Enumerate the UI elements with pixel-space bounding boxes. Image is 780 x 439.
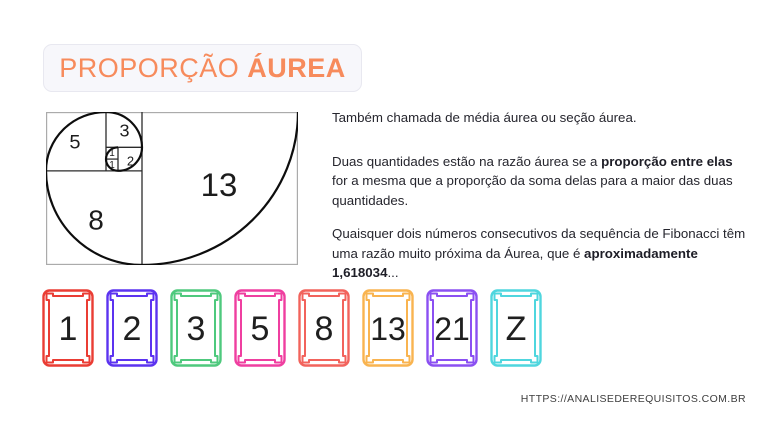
fibonacci-grid-lines bbox=[46, 112, 143, 265]
paragraph-1-text: Também chamada de média áurea ou seção á… bbox=[332, 110, 637, 125]
card-21: 21 bbox=[426, 289, 478, 367]
paragraph-3-ellipsis: ... bbox=[387, 265, 399, 280]
golden-spiral-curve bbox=[46, 112, 298, 265]
square-label-1b: 1 bbox=[109, 160, 115, 171]
card-8: 8 bbox=[298, 289, 350, 367]
card-5: 5 bbox=[234, 289, 286, 367]
card-outer-border bbox=[490, 289, 542, 367]
page-title-emphasis: ÁUREA bbox=[247, 52, 346, 83]
square-label-5: 5 bbox=[69, 132, 80, 154]
card-1: 1 bbox=[42, 289, 94, 367]
paragraph-2-text-end: for a mesma que a proporção da soma dela… bbox=[332, 173, 733, 208]
fibonacci-spiral-diagram: 5 3 1 1 2 8 13 bbox=[46, 112, 298, 265]
square-label-1a: 1 bbox=[109, 148, 115, 159]
card-value: 8 bbox=[315, 310, 334, 348]
card-outer-border bbox=[42, 289, 94, 367]
card-inner-frame bbox=[237, 292, 283, 364]
card-inner-frame bbox=[365, 292, 411, 364]
square-label-2: 2 bbox=[127, 154, 134, 169]
card-value: 5 bbox=[251, 310, 270, 348]
card-outer-border bbox=[234, 289, 286, 367]
card-outer-border bbox=[170, 289, 222, 367]
card-value: Z bbox=[506, 310, 527, 348]
paragraph-2: Duas quantidades estão na razão áurea se… bbox=[332, 152, 746, 211]
card-value: 3 bbox=[187, 310, 206, 348]
card-inner-frame bbox=[45, 292, 91, 364]
card-inner-frame bbox=[301, 292, 347, 364]
paragraph-2-text: Duas quantidades estão na razão áurea se… bbox=[332, 153, 602, 169]
card-inner-frame bbox=[109, 292, 155, 364]
square-label-3: 3 bbox=[119, 121, 129, 141]
paragraph-3-text: Quaisquer dois números consecutivos da s… bbox=[332, 226, 746, 261]
golden-ratio-value: 1,618034 bbox=[332, 265, 388, 280]
card-value: 21 bbox=[434, 311, 470, 347]
card-13: 13 bbox=[362, 289, 414, 367]
paragraph-1: Também chamada de média áurea ou seção á… bbox=[332, 108, 746, 128]
card-outer-border bbox=[362, 289, 414, 367]
card-value: 2 bbox=[123, 310, 142, 348]
card-inner-frame bbox=[493, 292, 539, 364]
card-3: 3 bbox=[170, 289, 222, 367]
title-box: PROPORÇÃO ÁUREA bbox=[43, 44, 362, 92]
square-label-8: 8 bbox=[88, 205, 104, 236]
card-value: 1 bbox=[59, 310, 78, 348]
diagram-outer-border bbox=[46, 112, 298, 265]
card-2: 2 bbox=[106, 289, 158, 367]
paragraph-3: Quaisquer dois números consecutivos da s… bbox=[332, 224, 746, 283]
card-outer-border bbox=[298, 289, 350, 367]
card-outer-border bbox=[106, 289, 158, 367]
square-label-13: 13 bbox=[201, 166, 238, 203]
paragraph-2-bold: proporção entre elas bbox=[601, 153, 733, 169]
footer-url: HTTPS://ANALISEDEREQUISITOS.COM.BR bbox=[521, 393, 746, 405]
card-outer-border bbox=[426, 289, 478, 367]
fibonacci-cards-row: 1 2 3 5 8 13 21 bbox=[42, 289, 542, 367]
website-url-text: HTTPS://ANALISEDEREQUISITOS.COM.BR bbox=[520, 393, 746, 405]
page-title: PROPORÇÃO bbox=[59, 52, 248, 83]
card-value: 13 bbox=[370, 311, 406, 347]
paragraph-3-bold-word: aproximadamente bbox=[584, 245, 698, 261]
card-inner-frame bbox=[173, 292, 219, 364]
card-inner-frame bbox=[429, 292, 475, 364]
card-z: Z bbox=[490, 289, 542, 367]
description-text-column: Também chamada de média áurea ou seção á… bbox=[332, 108, 746, 283]
